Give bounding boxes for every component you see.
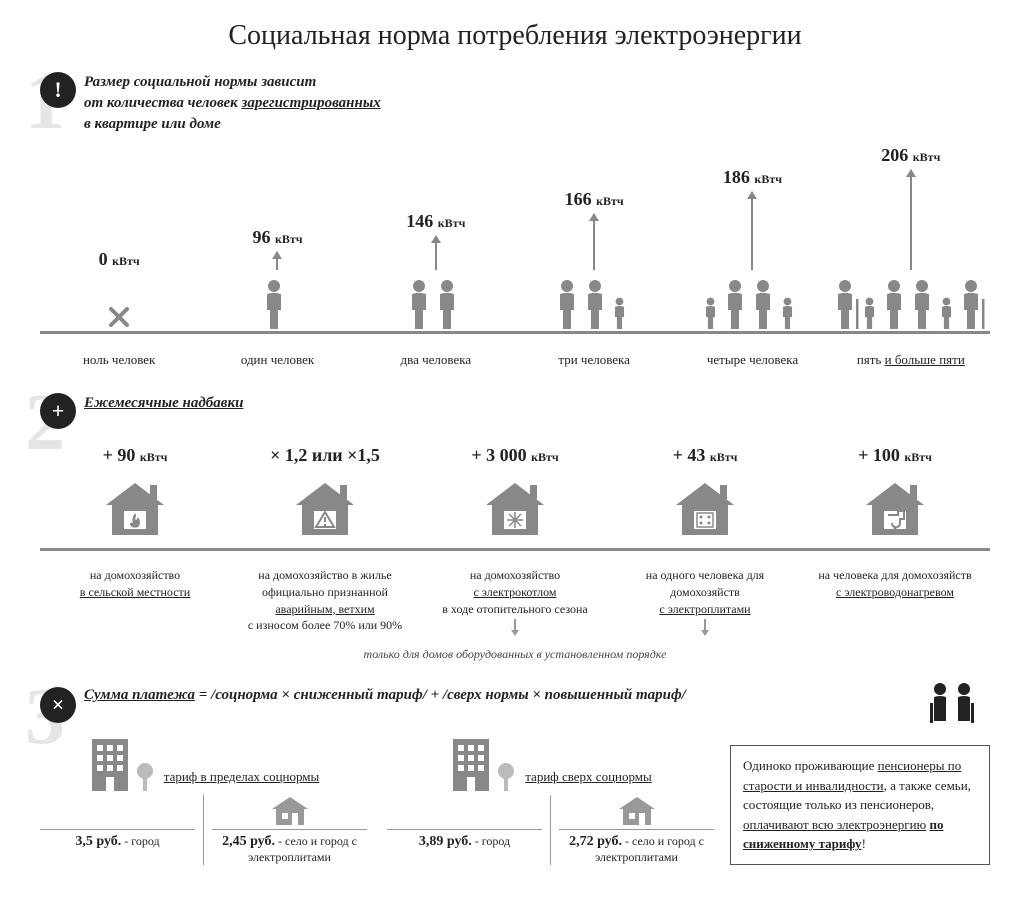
kwh-value: 96 кВтч [252, 227, 302, 248]
people-icon [107, 274, 131, 329]
s1-col-2: 146 кВтч [357, 211, 515, 329]
t2-city-label: - город [472, 834, 510, 848]
bonus-value: + 100 кВтч [858, 445, 932, 466]
t1-city-label: - город [121, 834, 159, 848]
bonus-value: × 1,2 или ×1,5 [270, 445, 380, 466]
building-icon [88, 735, 132, 791]
s1-line2b: зарегистрированных [242, 95, 381, 111]
s2-col-0: + 90 кВтч [40, 445, 230, 546]
formula-label: Сумма платежа [84, 687, 195, 703]
people-icon [834, 274, 988, 329]
house-icon [290, 478, 360, 538]
bonus-value: + 90 кВтч [103, 445, 168, 466]
bonus-value: + 3 000 кВтч [471, 445, 558, 466]
section2-baseline [40, 548, 990, 551]
people-icon [703, 274, 801, 329]
people-icon [263, 274, 291, 329]
section1-baseline [40, 331, 990, 334]
arrow-up-icon [910, 170, 912, 270]
times-icon: × [40, 687, 76, 723]
house-icon [480, 478, 550, 538]
s2-col-1: × 1,2 или ×1,5 [230, 445, 420, 546]
s1-col-4: 186 кВтч [673, 167, 831, 329]
tree-icon [136, 761, 154, 791]
village-house-icon [617, 795, 657, 825]
section-2: 2 + Ежемесячные надбавки + 90 кВтч × 1,2… [40, 393, 990, 662]
tariffs-area: тариф в пределах соцнормы 3,5 руб. - гор… [40, 723, 714, 865]
t1-label: тариф в пределах соцнормы [164, 769, 320, 785]
arrow-up-icon [751, 192, 753, 270]
s1-col-5: 206 кВтч [832, 145, 990, 329]
section-1: 1 ! Размер социальной нормы зависит от к… [40, 72, 990, 368]
village-house-icon [270, 795, 310, 825]
s1-line2a: от количества человек [84, 95, 242, 111]
section2-heading: Ежемесячные надбавки [84, 393, 243, 414]
formula: Сумма платежа = /соцнорма × сниженный та… [84, 687, 686, 704]
building-icon [449, 735, 493, 791]
page-title: Социальная норма потребления электроэнер… [40, 20, 990, 52]
s1-line1: Размер социальной нормы зависит [84, 74, 316, 90]
s2-desc-1: на домохозяйство в жилье официально приз… [230, 561, 420, 634]
arrow-up-icon [593, 214, 595, 270]
s1-line3: в квартире или доме [84, 116, 221, 132]
s1-caption-5: пять и больше пяти [832, 344, 990, 368]
t2-city-price: 3,89 руб. [419, 834, 472, 849]
buildings-2: тариф сверх соцнормы [387, 735, 714, 791]
s1-col-1: 96 кВтч [198, 227, 356, 329]
kwh-value: 206 кВтч [881, 145, 940, 166]
section1-text: Размер социальной нормы зависит от колич… [84, 72, 381, 135]
section1-row: 0 кВтч 96 кВтч 146 кВтч 166 кВтч 186 [40, 145, 990, 329]
house-icon [100, 478, 170, 538]
s2-desc-2: на домохозяйствос электрокотломв ходе от… [420, 561, 610, 637]
pension-box: Одиноко проживающие пенсионеры по старос… [730, 745, 990, 865]
s2-desc-4: на человека для домохозяйствс электровод… [800, 561, 990, 601]
kwh-value: 0 кВтч [99, 249, 140, 270]
people-icon [556, 274, 633, 329]
bonus-value: + 43 кВтч [673, 445, 738, 466]
s1-caption-4: четыре человека [673, 344, 831, 368]
s2-col-2: + 3 000 кВтч [420, 445, 610, 546]
s1-caption-3: три человека [515, 344, 673, 368]
s1-caption-1: один человек [198, 344, 356, 368]
s2-desc-0: на домохозяйствов сельской местности [40, 561, 230, 601]
t1-city-price: 3,5 руб. [75, 834, 121, 849]
kwh-value: 146 кВтч [406, 211, 465, 232]
t1-village-price: 2,45 руб. [222, 834, 275, 849]
s1-caption-0: ноль человек [40, 344, 198, 368]
t2-label: тариф сверх соцнормы [525, 769, 652, 785]
kwh-value: 186 кВтч [723, 167, 782, 188]
pension-t1: Одиноко проживающие [743, 758, 878, 773]
kwh-value: 166 кВтч [565, 189, 624, 210]
formula-rest: = /соцнорма × сниженный тариф/ + /сверх … [195, 687, 686, 703]
section1-captions: ноль человекодин человекдва человекатри … [40, 344, 990, 368]
s1-col-0: 0 кВтч [40, 249, 198, 329]
arrow-down-icon [514, 619, 516, 635]
arrow-down-icon [704, 619, 706, 635]
exclaim-icon: ! [40, 72, 76, 108]
pension-excl: ! [862, 836, 866, 851]
t2-village-price: 2,72 руб. [569, 834, 622, 849]
pension-t4: оплачивают всю электроэнергию [743, 817, 926, 832]
house-icon [860, 478, 930, 538]
plus-icon: + [40, 393, 76, 429]
s1-col-3: 166 кВтч [515, 189, 673, 329]
s2-col-3: + 43 кВтч [610, 445, 800, 546]
s1-caption-2: два человека [357, 344, 515, 368]
house-icon [670, 478, 740, 538]
s2-desc-3: на одного человека для домохозяйствс эле… [610, 561, 800, 637]
arrow-up-icon [435, 236, 437, 270]
section2-footnote: только для домов оборудованных в установ… [40, 647, 990, 662]
buildings-1: тариф в пределах соцнормы [40, 735, 367, 791]
s2-col-4: + 100 кВтч [800, 445, 990, 546]
section2-descriptions: на домохозяйствов сельской местностина д… [40, 561, 990, 637]
section-3: 3 × Сумма платежа = /соцнорма × сниженны… [40, 687, 990, 865]
section2-row: + 90 кВтч × 1,2 или ×1,5 + 3 000 кВтч + … [40, 445, 990, 546]
tree-icon [497, 761, 515, 791]
arrow-up-icon [276, 252, 278, 270]
people-icon [408, 274, 464, 329]
